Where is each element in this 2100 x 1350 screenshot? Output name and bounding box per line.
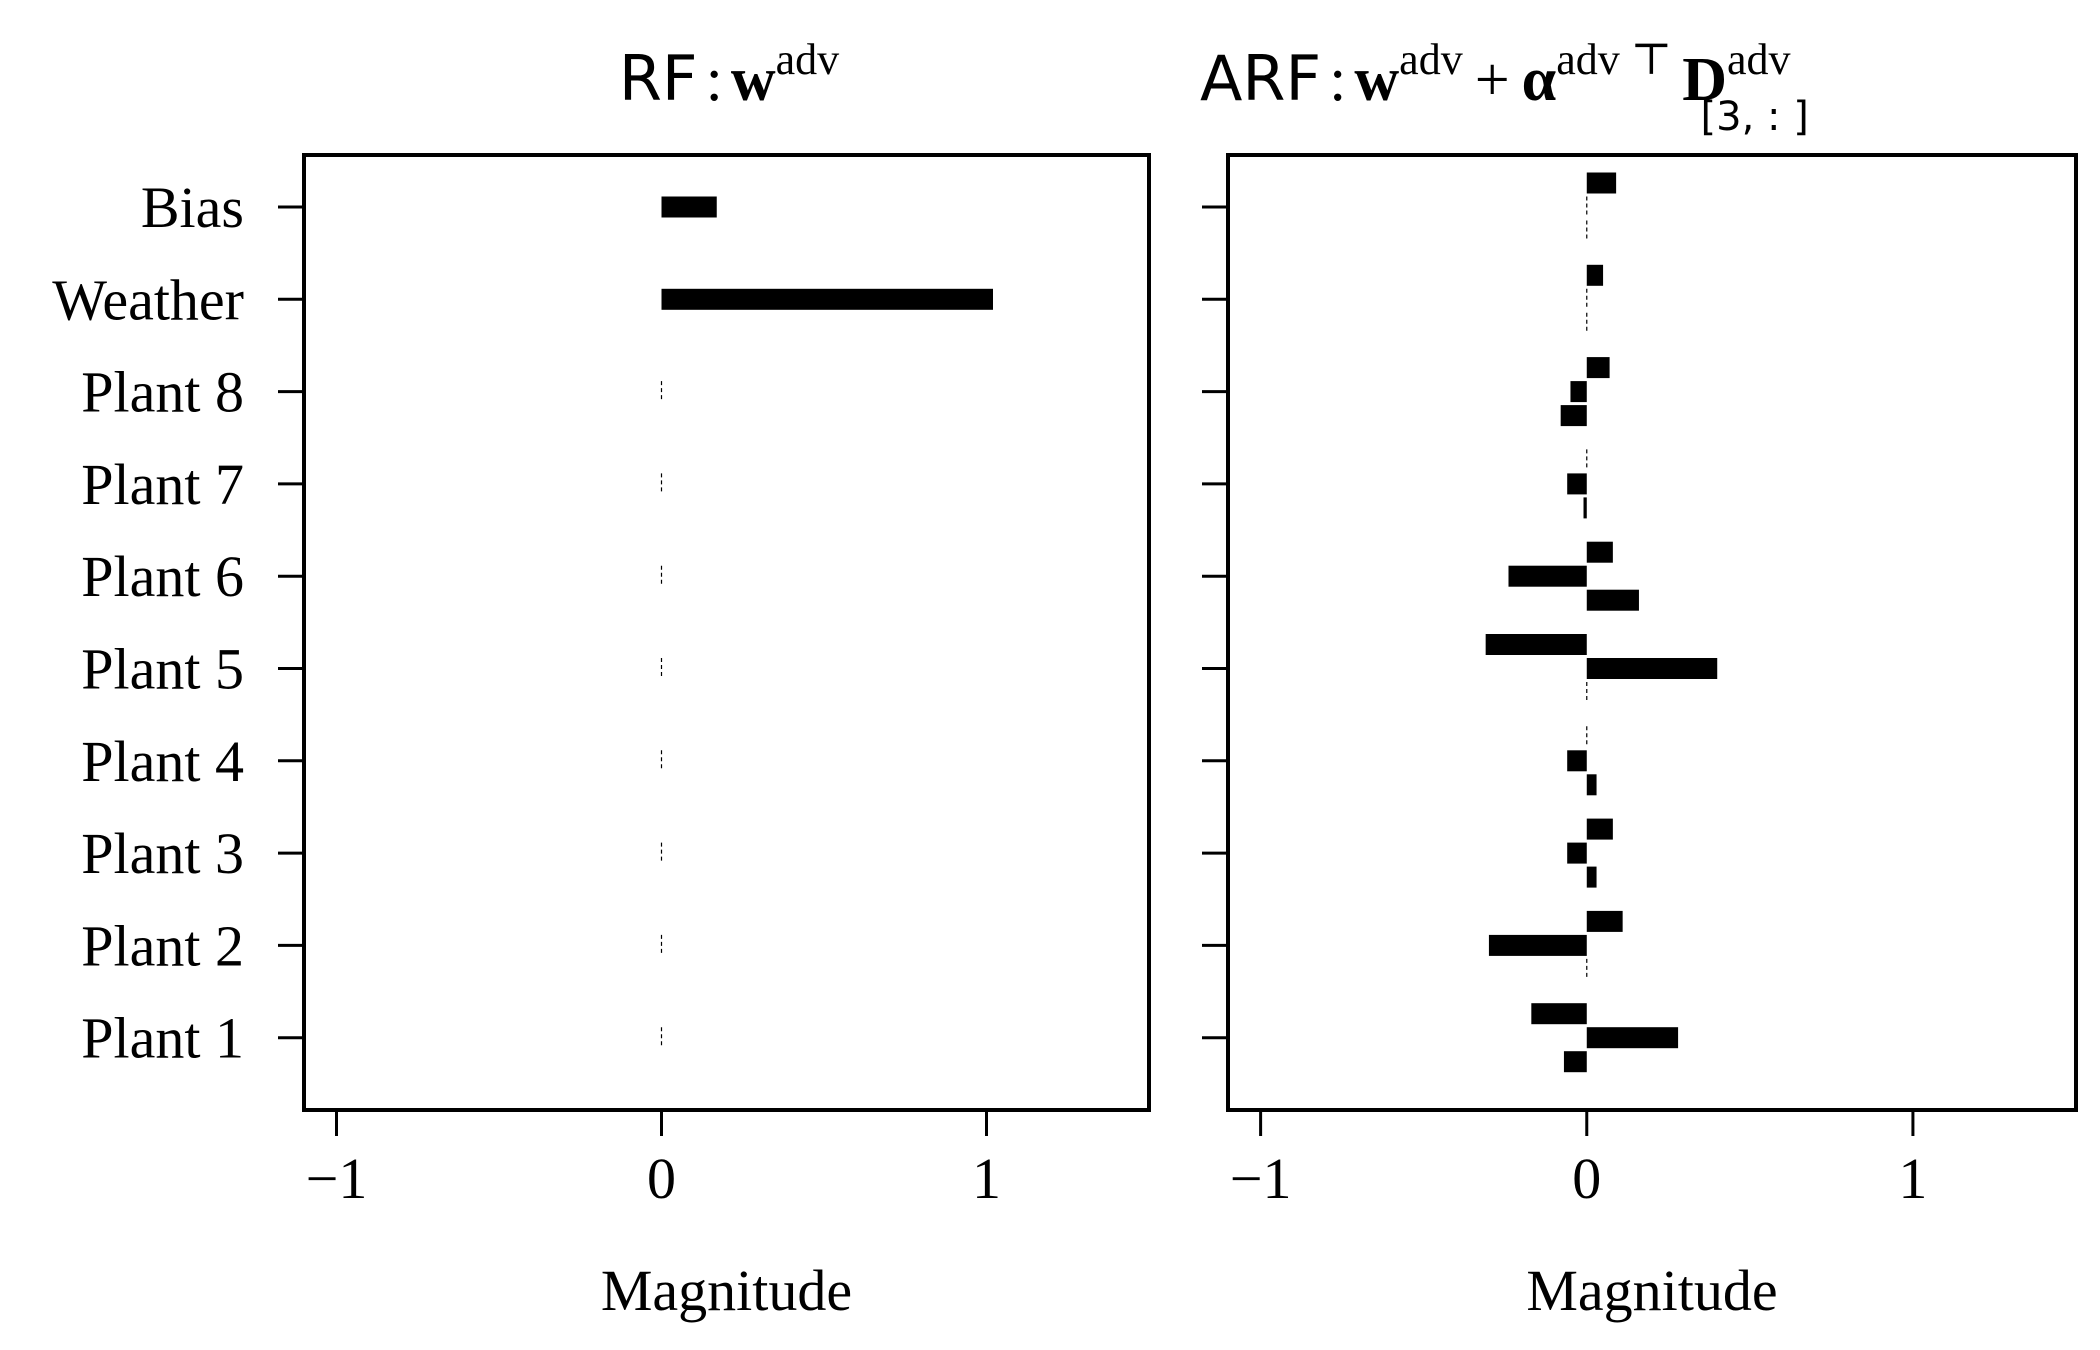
right-bar-9-1: [1586, 1027, 1679, 1049]
right-bar-2-0: [1586, 357, 1610, 379]
left-xtick-label-2: 1: [972, 1146, 1001, 1211]
right-bar-7-1: [1567, 842, 1587, 864]
right-bar-2-1: [1570, 381, 1587, 403]
right-bar-6-1: [1567, 750, 1587, 772]
right-xtick-label-2: 1: [1898, 1146, 1927, 1211]
left-xtick-label-0: −1: [306, 1146, 368, 1211]
left-xtick-label-1: 0: [647, 1146, 676, 1211]
left-axes-frame: [302, 153, 1151, 1112]
ytick-label-3: Plant 7: [81, 452, 244, 517]
left-bar-0-0: [661, 196, 717, 218]
left-xaxis-label: Magnitude: [601, 1258, 852, 1323]
right-bar-9-0: [1531, 1003, 1587, 1025]
right-bar-4-2: [1586, 589, 1639, 611]
right-chart-panel: −1 0 1 Magnitude: [1202, 153, 2078, 1323]
right-bar-9-2: [1563, 1051, 1587, 1073]
right-bar-5-0: [1485, 634, 1587, 655]
right-bar-8-1: [1488, 934, 1587, 956]
ytick-label-0: Bias: [141, 175, 244, 240]
right-bar-3-1: [1567, 473, 1587, 495]
right-bar-7-0: [1586, 818, 1613, 840]
right-chart-title: ARF: wadv + αadv ⊤ Dadv [3, : ]: [1200, 35, 1809, 140]
left-chart-panel: Bias Weather Plant 8 Plant 7 Plant 6 Plant 5 P…: [52, 153, 1151, 1323]
left-bar-1-0: [661, 288, 993, 310]
ytick-label-8: Plant 2: [81, 913, 244, 978]
right-axes-frame: [1226, 153, 2078, 1112]
right-xaxis-label: Magnitude: [1526, 1258, 1777, 1323]
right-bar-8-0: [1586, 910, 1623, 932]
ytick-label-2: Plant 8: [81, 360, 244, 425]
right-bar-3-2: [1583, 497, 1587, 519]
right-bar-7-2: [1586, 866, 1597, 888]
ytick-label-1: Weather: [52, 267, 244, 332]
right-bar-5-1: [1586, 658, 1718, 679]
right-bar-2-2: [1560, 405, 1587, 427]
right-xtick-label-1: 0: [1572, 1146, 1601, 1211]
ytick-label-4: Plant 6: [81, 544, 244, 609]
right-bar-0-0: [1586, 172, 1617, 194]
ytick-label-7: Plant 3: [81, 821, 244, 886]
right-bar-6-2: [1586, 774, 1597, 796]
left-chart-title: RF: wadv: [619, 35, 839, 115]
ytick-label-5: Plant 5: [81, 637, 244, 702]
right-bar-4-0: [1586, 541, 1613, 563]
ytick-label-9: Plant 1: [81, 1006, 244, 1071]
ytick-label-6: Plant 4: [81, 729, 244, 794]
right-bar-1-0: [1586, 264, 1604, 286]
right-xtick-label-0: −1: [1230, 1146, 1292, 1211]
right-bar-4-1: [1508, 565, 1587, 587]
